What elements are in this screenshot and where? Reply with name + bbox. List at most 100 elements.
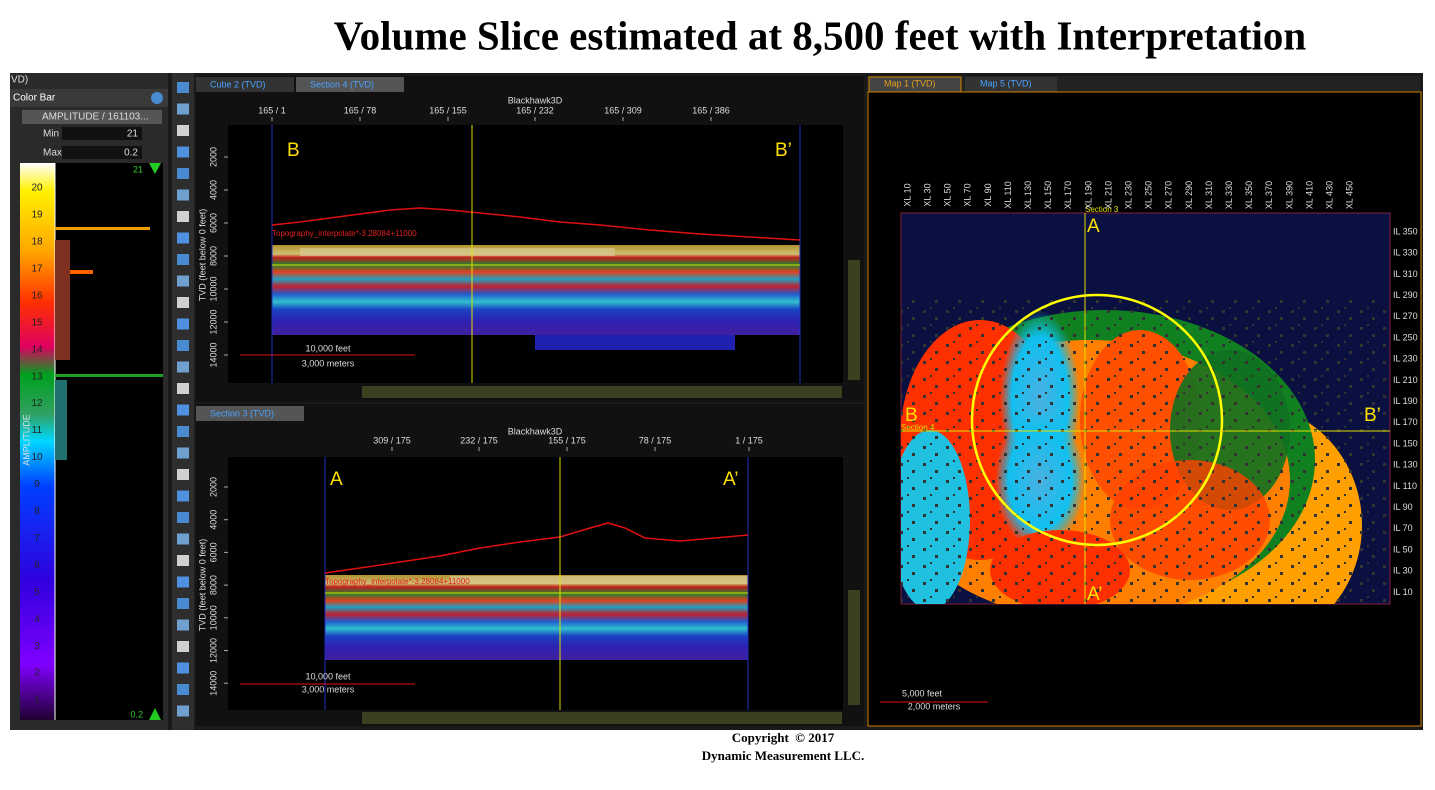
- tool-button[interactable]: [177, 490, 189, 502]
- crossline-label: XL 450: [1345, 181, 1355, 209]
- scale-tick-label: 4: [34, 614, 40, 625]
- scrollbar[interactable]: [848, 260, 860, 380]
- tool-button[interactable]: [177, 662, 189, 674]
- crossline-label: XL 390: [1284, 181, 1294, 209]
- crossline-label: XL 150: [1043, 181, 1053, 209]
- tool-button[interactable]: [177, 297, 189, 308]
- bottom-marker-handle[interactable]: [149, 708, 161, 720]
- histogram-spike: [55, 374, 163, 377]
- crossline-label: XL 410: [1304, 181, 1314, 209]
- scrollbar[interactable]: [362, 386, 842, 398]
- horizon-label: Topography_interpolate*-3.28084+11000: [272, 229, 417, 238]
- well-points: [901, 300, 1390, 604]
- tool-button[interactable]: [177, 705, 189, 717]
- map-view: Map 1 (TVD) Map 5 (TVD) Section 3 Sectio…: [867, 76, 1422, 727]
- axis-labels: 165 / 1 165 / 78 165 / 155 165 / 232 165 / 3…: [208, 105, 729, 367]
- crossline-label: XL 190: [1083, 181, 1093, 209]
- depth-tick-label: 12000: [208, 309, 218, 334]
- scale-tick-label: 9: [34, 479, 40, 490]
- tool-button[interactable]: [177, 641, 189, 652]
- attribute-dropdown[interactable]: [22, 110, 162, 124]
- depth-tick-label: 4000: [208, 180, 218, 200]
- tool-button[interactable]: [177, 426, 189, 437]
- tab-label: Section 3 (TVD): [210, 408, 274, 418]
- top-marker-handle[interactable]: [149, 163, 161, 174]
- seismic-image: [535, 335, 735, 350]
- tab-active[interactable]: [296, 77, 404, 92]
- interpretation-circle: [970, 293, 1224, 547]
- crossline-label: XL 430: [1324, 181, 1334, 209]
- max-input[interactable]: [62, 146, 142, 159]
- tool-button[interactable]: [177, 232, 189, 244]
- tool-button[interactable]: [177, 146, 189, 158]
- tool-button[interactable]: [177, 125, 189, 136]
- tool-button[interactable]: [177, 168, 189, 179]
- tool-button[interactable]: [177, 598, 189, 609]
- tool-button[interactable]: [177, 383, 189, 394]
- tab-label: Map 1 (TVD): [884, 78, 936, 88]
- tool-button[interactable]: [177, 318, 189, 330]
- inline-label: IL 50: [1393, 544, 1413, 554]
- help-button[interactable]: [151, 92, 163, 104]
- tab-active[interactable]: [196, 406, 304, 421]
- column-label: 165 / 155: [429, 105, 467, 115]
- tool-button[interactable]: [177, 254, 189, 265]
- column-label: 165 / 78: [344, 105, 377, 115]
- tool-button[interactable]: [177, 619, 189, 631]
- tool-button[interactable]: [177, 512, 189, 523]
- tool-button[interactable]: [177, 555, 189, 566]
- tab-label: Section 4 (TVD): [310, 79, 374, 89]
- depth-tick-label: 2000: [208, 147, 218, 167]
- histogram-bars: [55, 380, 67, 460]
- scale-tick-label: 10: [31, 452, 43, 463]
- tool-button[interactable]: [177, 447, 189, 459]
- scale-feet: 5,000 feet: [902, 688, 943, 698]
- tool-button[interactable]: [177, 82, 189, 93]
- crossline-label: XL 230: [1123, 181, 1133, 209]
- tool-button[interactable]: [177, 211, 189, 222]
- crossline-label: XL 110: [1003, 181, 1013, 209]
- scale-tick-label: 5: [34, 587, 40, 598]
- tool-button[interactable]: [177, 189, 189, 201]
- tool-button[interactable]: [177, 576, 189, 588]
- tool-button[interactable]: [177, 275, 189, 287]
- inline-label: IL 70: [1393, 523, 1413, 533]
- tab-label: Map 5 (TVD): [980, 78, 1032, 88]
- section-label: Section 3: [1085, 205, 1119, 214]
- tool-button[interactable]: [177, 103, 189, 115]
- scrollbar[interactable]: [848, 590, 860, 705]
- tool-button[interactable]: [177, 404, 189, 416]
- depth-tick-label: 8000: [208, 575, 218, 595]
- crossline-label: XL 370: [1264, 181, 1274, 209]
- scrollbar[interactable]: [362, 712, 842, 724]
- depth-tick-label: 10000: [208, 276, 218, 301]
- tab-label: Cube 2 (TVD): [210, 79, 266, 89]
- tool-button[interactable]: [177, 684, 189, 695]
- min-input[interactable]: [62, 127, 142, 140]
- tool-button[interactable]: [177, 361, 189, 373]
- depth-tick-label: 10000: [208, 605, 218, 630]
- tool-button[interactable]: [177, 469, 189, 480]
- inline-label: IL 250: [1393, 332, 1418, 342]
- tool-button[interactable]: [177, 533, 189, 545]
- inline-label: IL 210: [1393, 375, 1418, 385]
- depth-tick-label: 8000: [208, 246, 218, 266]
- seismic-image: [325, 575, 748, 660]
- scale-tick-label: 2: [34, 668, 40, 679]
- inline-label: IL 10: [1393, 587, 1413, 597]
- histogram-bar: [55, 270, 93, 274]
- scale-tick-label: 13: [31, 371, 43, 382]
- panel-header: VD): [11, 75, 28, 86]
- crossline-label: XL 330: [1224, 181, 1234, 209]
- depth-tick-label: 2000: [208, 477, 218, 497]
- inline-label: IL 150: [1393, 438, 1418, 448]
- panel-titlebar: [10, 89, 168, 107]
- tab[interactable]: [965, 77, 1057, 92]
- scale-meters: 3,000 meters: [302, 684, 355, 694]
- tab[interactable]: [196, 77, 294, 92]
- seismic-image: [272, 245, 800, 335]
- crossline-label: XL 310: [1204, 181, 1214, 209]
- column-label: 309 / 175: [373, 435, 411, 445]
- tool-button[interactable]: [177, 340, 189, 351]
